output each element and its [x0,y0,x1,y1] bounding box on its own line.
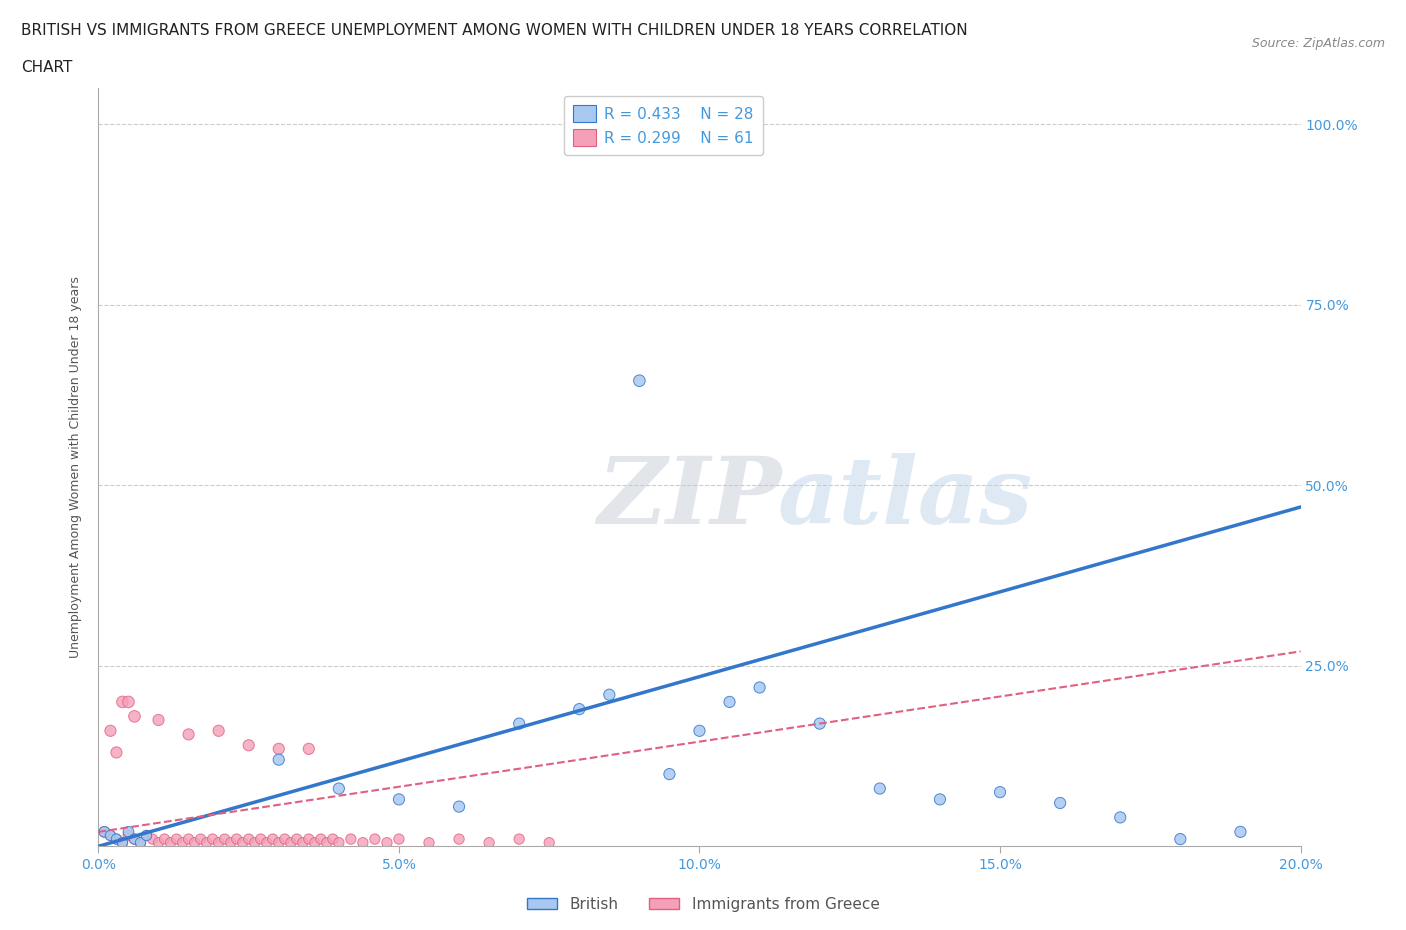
Point [748,680,770,695]
Point [111,835,134,850]
Point [304,835,326,850]
Y-axis label: Unemployment Among Women with Children Under 18 years: Unemployment Among Women with Children U… [69,276,83,658]
Point [225,831,247,846]
Point [124,831,146,846]
Point [340,831,363,846]
Point [124,831,146,846]
Point [364,831,387,846]
Point [508,716,530,731]
Point [1229,824,1251,839]
Point [262,831,284,846]
Point [1049,795,1071,810]
Point [291,835,314,850]
Point [177,727,200,742]
Point [219,835,242,850]
Point [208,835,231,850]
Point [100,828,122,843]
Point [658,766,681,781]
Point [478,835,501,850]
Point [238,831,260,846]
Point [159,835,181,850]
Point [93,824,115,839]
Point [929,792,952,807]
Point [274,831,297,846]
Point [808,716,831,731]
Point [508,831,530,846]
Text: atlas: atlas [778,453,1033,542]
Text: ZIP: ZIP [598,453,782,542]
Point [214,831,236,846]
Point [105,831,128,846]
Point [322,831,344,846]
Point [100,724,122,738]
Point [148,835,170,850]
Point [111,695,134,710]
Point [628,373,651,388]
Point [869,781,891,796]
Point [1170,831,1192,846]
Point [117,828,139,843]
Point [117,695,139,710]
Point [352,835,374,850]
Point [148,712,170,727]
Point [447,831,470,846]
Point [568,702,591,717]
Point [190,831,212,846]
Point [328,835,350,850]
Point [93,824,115,839]
Point [1109,810,1132,825]
Point [201,831,224,846]
Point [135,828,157,843]
Point [172,835,194,850]
Point [256,835,278,850]
Point [153,831,176,846]
Point [141,831,163,846]
Point [183,835,205,850]
Point [195,835,218,850]
Point [298,831,321,846]
Point [598,687,620,702]
Point [243,835,266,850]
Point [105,745,128,760]
Legend: R = 0.433    N = 28, R = 0.299    N = 61: R = 0.433 N = 28, R = 0.299 N = 61 [564,96,762,155]
Point [105,831,128,846]
Point [538,835,561,850]
Point [238,737,260,752]
Point [267,835,290,850]
Point [117,824,139,839]
Text: Source: ZipAtlas.com: Source: ZipAtlas.com [1251,37,1385,50]
Point [232,835,254,850]
Point [208,724,231,738]
Point [315,835,337,850]
Point [280,835,302,850]
Point [375,835,398,850]
Point [100,828,122,843]
Point [309,831,332,846]
Point [388,792,411,807]
Point [111,835,134,850]
Point [166,831,188,846]
Point [267,752,290,767]
Point [129,835,152,850]
Legend: British, Immigrants from Greece: British, Immigrants from Greece [520,891,886,918]
Point [135,828,157,843]
Point [285,831,308,846]
Point [124,709,146,724]
Point [689,724,711,738]
Text: BRITISH VS IMMIGRANTS FROM GREECE UNEMPLOYMENT AMONG WOMEN WITH CHILDREN UNDER 1: BRITISH VS IMMIGRANTS FROM GREECE UNEMPL… [21,23,967,38]
Point [267,741,290,756]
Point [129,835,152,850]
Point [298,741,321,756]
Text: CHART: CHART [21,60,73,75]
Point [447,799,470,814]
Point [249,831,271,846]
Point [177,831,200,846]
Point [418,835,440,850]
Point [988,785,1011,800]
Point [718,695,741,710]
Point [388,831,411,846]
Point [328,781,350,796]
